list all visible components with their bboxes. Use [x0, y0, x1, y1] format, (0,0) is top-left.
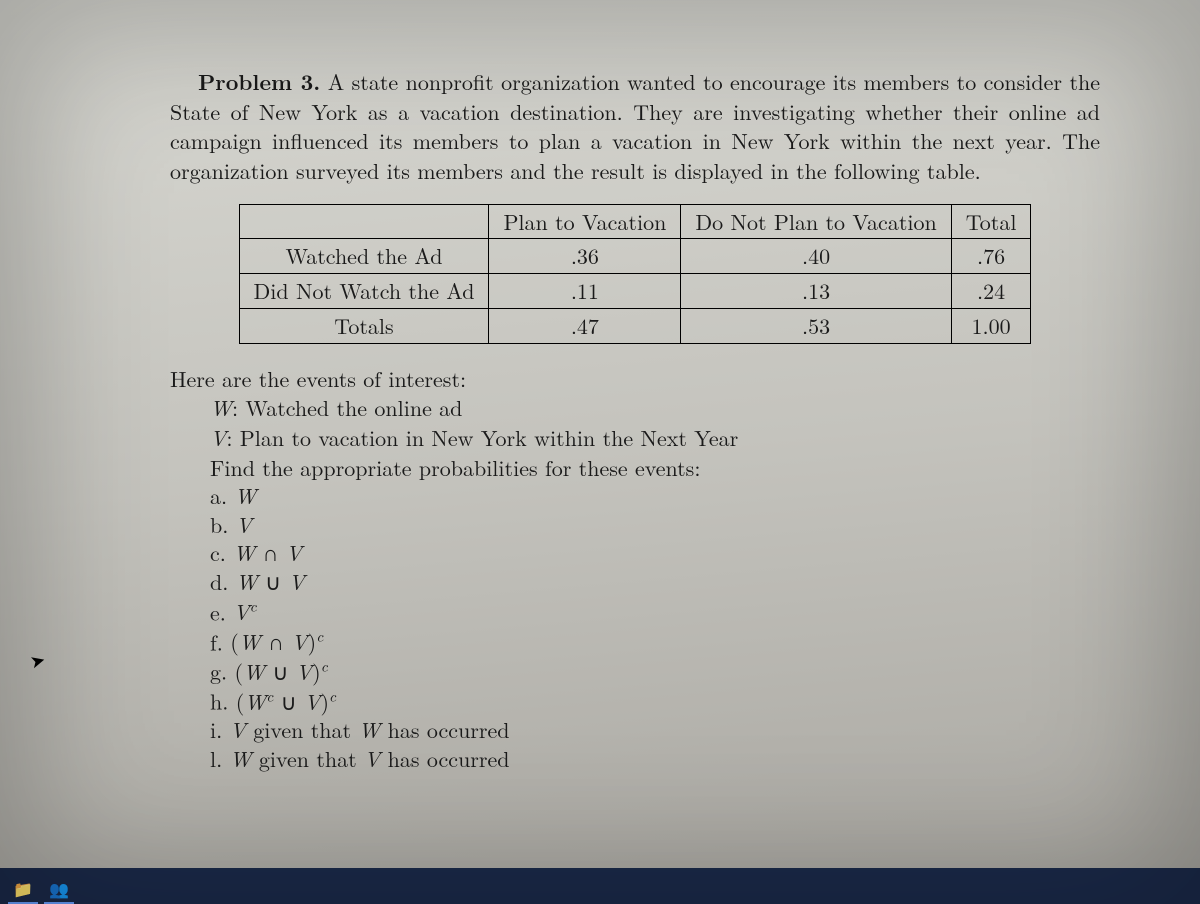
- col-noplan: Do Not Plan to Vacation: [681, 204, 951, 239]
- cell: .76: [951, 239, 1031, 274]
- event-item: l. W given that V has occurred: [210, 745, 1100, 774]
- item-letter: a.: [210, 480, 234, 511]
- document-page: Problem 3. A state nonprofit organizatio…: [170, 45, 1100, 774]
- item-expression: W ∪ V: [236, 566, 305, 597]
- col-total: Total: [951, 204, 1031, 239]
- cell: .13: [681, 274, 951, 309]
- table-row: Did Not Watch the Ad .11 .13 .24: [239, 274, 1031, 309]
- table-row: Watched the Ad .36 .40 .76: [239, 239, 1031, 274]
- events-list: a. Wb. Vc. W ∩ Vd. W ∪ Ve. Vcf. (W ∩ V)c…: [170, 482, 1100, 773]
- item-letter: d.: [210, 566, 236, 597]
- event-text: : Plan to vacation in New York within th…: [226, 422, 738, 453]
- item-letter: c.: [210, 537, 233, 568]
- cell: Totals: [239, 308, 489, 343]
- event-item: f. (W ∩ V)c: [210, 627, 1100, 657]
- cell: Did Not Watch the Ad: [239, 274, 489, 309]
- table-header-row: Plan to Vacation Do Not Plan to Vacation…: [239, 204, 1031, 239]
- item-letter: g.: [210, 656, 234, 687]
- item-expression: (W ∩ V)c: [230, 626, 323, 657]
- item-letter: i.: [210, 714, 230, 745]
- item-letter: e.: [210, 596, 233, 627]
- event-symbol: V: [210, 422, 226, 453]
- item-expression: (W ∪ V)c: [234, 656, 327, 687]
- people-icon[interactable]: 👥: [44, 874, 74, 904]
- item-letter: f.: [210, 626, 230, 657]
- file-explorer-icon[interactable]: 📁: [8, 874, 38, 904]
- screen-surface: Problem 3. A state nonprofit organizatio…: [0, 0, 1200, 904]
- table-row: Totals .47 .53 1.00: [239, 308, 1031, 343]
- probability-table: Plan to Vacation Do Not Plan to Vacation…: [239, 204, 1032, 344]
- col-blank: [239, 204, 489, 239]
- cell: .24: [951, 274, 1031, 309]
- item-letter: l.: [210, 743, 230, 774]
- event-def-W: W: Watched the online ad: [170, 393, 1100, 423]
- cell: .47: [489, 308, 681, 343]
- item-letter: h.: [210, 686, 236, 717]
- event-item: e. Vc: [210, 597, 1100, 627]
- item-expression: V: [236, 509, 252, 540]
- events-instruction: Find the appropriate probabilities for t…: [170, 453, 1100, 483]
- item-expression: (Wc ∪ V)c: [236, 686, 336, 717]
- event-def-V: V: Plan to vacation in New York within t…: [170, 423, 1100, 453]
- event-symbol: W: [210, 392, 232, 423]
- cell: .40: [681, 239, 951, 274]
- item-letter: b.: [210, 509, 236, 540]
- item-expression: W given that V has occurred: [230, 743, 510, 774]
- event-item: c. W ∩ V: [210, 539, 1100, 568]
- event-item: g. (W ∪ V)c: [210, 656, 1100, 686]
- item-expression: W: [234, 480, 256, 511]
- problem-paragraph: Problem 3. A state nonprofit organizatio…: [170, 67, 1100, 186]
- cell: .11: [489, 274, 681, 309]
- taskbar[interactable]: 📁👥: [0, 868, 1200, 904]
- event-item: i. V given that W has occurred: [210, 716, 1100, 745]
- item-expression: W ∩ V: [233, 537, 302, 568]
- event-item: h. (Wc ∪ V)c: [210, 686, 1100, 716]
- item-expression: Vc: [233, 596, 256, 627]
- event-item: a. W: [210, 482, 1100, 511]
- event-item: d. W ∪ V: [210, 568, 1100, 597]
- col-plan: Plan to Vacation: [489, 204, 681, 239]
- cell: Watched the Ad: [239, 239, 489, 274]
- cell: .36: [489, 239, 681, 274]
- event-item: b. V: [210, 511, 1100, 540]
- cell: 1.00: [951, 308, 1031, 343]
- events-block: Here are the events of interest: W: Watc…: [170, 364, 1100, 774]
- cursor-icon: ➤: [27, 646, 48, 674]
- event-text: : Watched the online ad: [232, 392, 462, 423]
- events-intro: Here are the events of interest:: [170, 364, 1100, 394]
- problem-label: Problem 3.: [198, 66, 320, 97]
- item-expression: V given that W has occurred: [230, 714, 510, 745]
- cell: .53: [681, 308, 951, 343]
